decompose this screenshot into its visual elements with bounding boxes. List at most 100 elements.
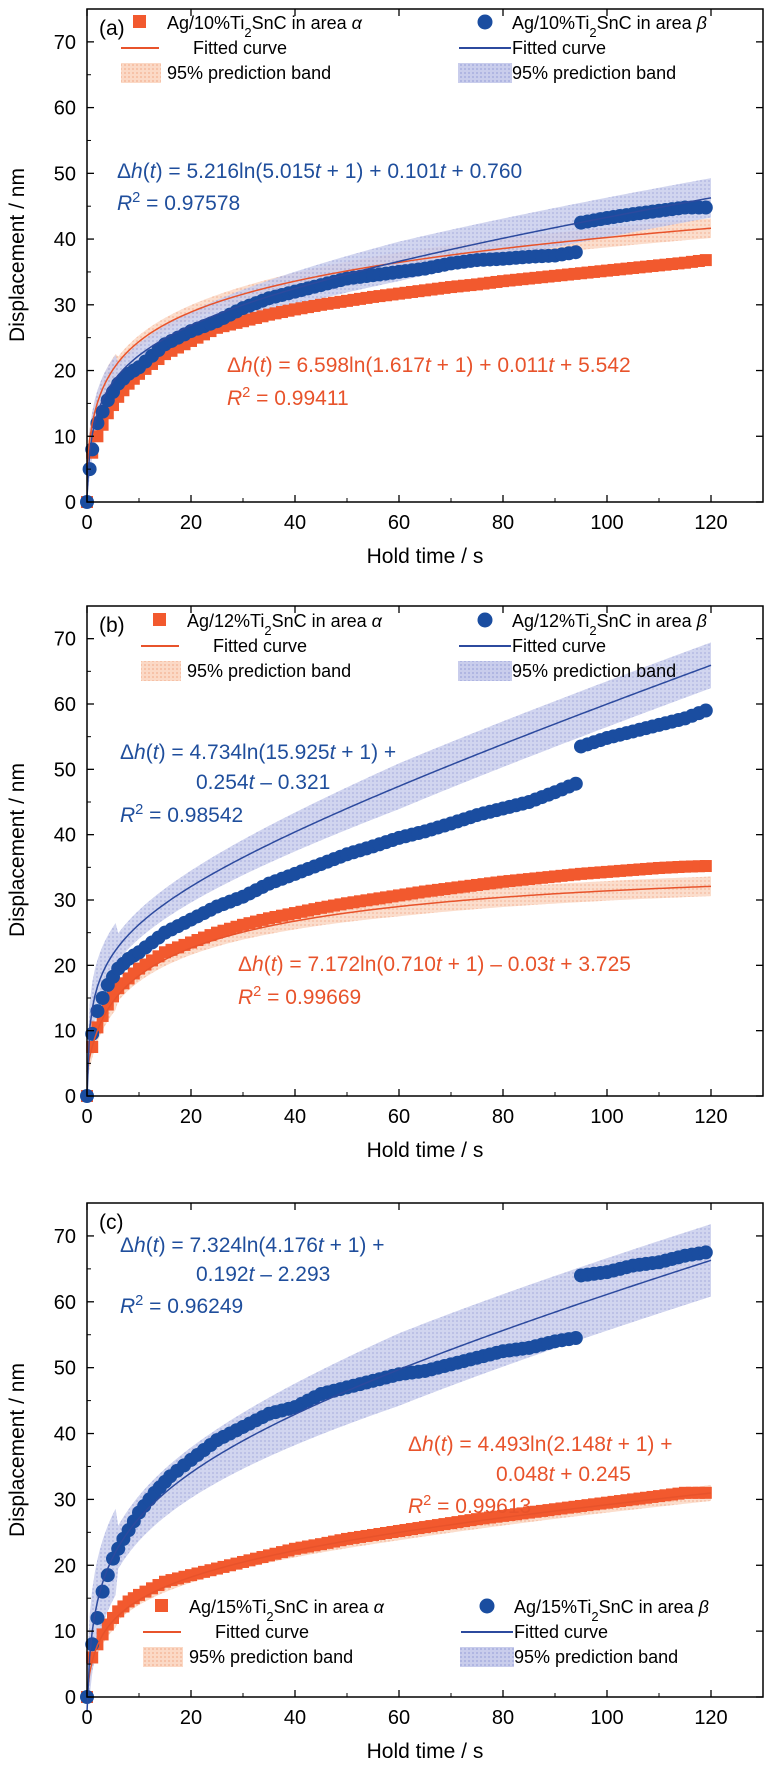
y-tick-label: 20 [54,1555,76,1577]
plot-frame [86,8,764,503]
y-tick-label: 10 [54,1621,76,1643]
beta-marker [90,1004,105,1019]
y-tick-label: 20 [54,361,76,383]
legend-alpha-series-label: Ag/10%Ti2SnC in area α [167,13,363,40]
y-tick-label: 20 [54,955,76,977]
legend-alpha-band-swatch [121,63,161,83]
beta-marker [90,1610,105,1625]
y-tick-label: 40 [54,1424,76,1446]
alpha-fit-equation: Δh(t) = 4.493ln(2.148t + 1) + [408,1433,672,1456]
legend-alpha-fit-label: Fitted curve [215,1622,309,1642]
x-tick-label: 80 [492,512,514,534]
x-tick-label: 100 [590,1707,623,1729]
x-tick-label: 120 [694,512,727,534]
legend-beta-band-label: 95% prediction band [512,63,676,83]
beta-fit-equation: Δh(t) = 7.324ln(4.176t + 1) + [120,1234,384,1257]
y-tick-label: 0 [65,492,76,514]
chart-panel-1: 0 20 40 60 80 100 120 0 10 20 30 40 50 60 70 Hold time … [6,8,764,568]
beta-fit-curve [86,197,712,498]
legend-alpha-series-label: Ag/15%Ti2SnC in area α [189,1597,385,1624]
legend-alpha-band-swatch [141,661,181,681]
chart-panel-2: 0 20 40 60 80 100 120 0 10 20 30 40 50 60 70 Hold time … [6,605,764,1162]
legend-beta-series-label: Ag/12%Ti2SnC in area β [512,611,707,638]
x-axis-title: Hold time / s [367,1139,484,1162]
y-tick-label: 60 [54,1292,76,1314]
x-tick-label: 40 [284,1106,306,1128]
legend-alpha-marker [153,613,166,626]
alpha-r-squared: R2 = 0.99411 [227,385,349,410]
y-axis-title: Displacement / nm [6,168,29,342]
y-tick-label: 0 [65,1687,76,1709]
x-tick-label: 40 [284,512,306,534]
legend-alpha-band-label: 95% prediction band [187,661,351,681]
x-axis-title: Hold time / s [367,1740,484,1763]
x-tick-label: 0 [81,1106,92,1128]
legend-beta-band-label: 95% prediction band [512,661,676,681]
panel-label: (a) [99,17,125,40]
legend-alpha-marker [155,1599,168,1612]
legend-beta-marker [477,612,493,628]
y-tick-label: 70 [54,629,76,651]
fit-equations: Δh(t) = 4.734ln(15.925t + 1) + 0.254t – 0… [120,741,631,1009]
alpha-series [81,1486,712,1703]
beta-marker [698,200,713,215]
beta-fit-equation: Δh(t) = 5.216ln(5.015t + 1) + 0.101t + 0… [117,160,522,183]
fit-equations: Δh(t) = 5.216ln(5.015t + 1) + 0.101t + 0… [117,160,631,410]
alpha-fit-equation: Δh(t) = 6.598ln(1.617t + 1) + 0.011t + 5… [227,354,631,377]
beta-marker [698,1245,713,1260]
x-axis-title: Hold time / s [367,545,484,568]
x-tick-label: 0 [81,512,92,534]
legend-alpha-band-label: 95% prediction band [189,1647,353,1667]
alpha-r-squared: R2 = 0.99669 [238,984,361,1009]
y-tick-label: 10 [54,426,76,448]
beta-fit-curve [86,664,712,1099]
legend-alpha-fit-label: Fitted curve [213,636,307,656]
plot-frame [86,1202,764,1698]
x-tick-label: 80 [492,1707,514,1729]
beta-fit-equation-cont: 0.192t – 2.293 [196,1263,330,1286]
fit-equations: Δh(t) = 7.324ln(4.176t + 1) + 0.192t – 2.… [120,1234,672,1518]
legend-alpha-band-swatch [143,1647,183,1667]
beta-marker [698,703,713,718]
x-tick-label: 80 [492,1106,514,1128]
legend-beta-fit-label: Fitted curve [514,1622,608,1642]
beta-r-squared: R2 = 0.97578 [117,190,240,215]
chart-panel-3: 0 20 40 60 80 100 120 0 10 20 30 40 50 60 70 Hold time … [6,1202,764,1763]
y-tick-label: 50 [54,1358,76,1380]
legend-beta-series-label: Ag/15%Ti2SnC in area β [514,1597,709,1624]
legend-beta-marker [479,1598,495,1614]
x-tick-label: 0 [81,1707,92,1729]
beta-r-squared: R2 = 0.98542 [120,802,243,827]
alpha-marker [699,860,712,873]
alpha-marker [117,384,130,397]
panel-label: (c) [99,1211,124,1234]
beta-r-squared: R2 = 0.96249 [120,1293,243,1318]
y-tick-label: 30 [54,295,76,317]
legend-beta-band-swatch [460,1647,514,1667]
beta-fit-equation: Δh(t) = 4.734ln(15.925t + 1) + [120,741,396,764]
x-tick-label: 120 [694,1707,727,1729]
y-tick-label: 10 [54,1021,76,1043]
legend-alpha-series-label: Ag/12%Ti2SnC in area α [187,611,383,638]
beta-series [80,1245,713,1704]
legend-beta-band-swatch [458,63,512,83]
beta-marker [568,245,583,260]
y-tick-label: 50 [54,163,76,185]
panel-label: (b) [99,614,125,637]
y-tick-label: 70 [54,1226,76,1248]
beta-fit-curve [86,1259,712,1713]
y-tick-label: 70 [54,32,76,54]
beta-marker [568,776,583,791]
legend-beta-series-label: Ag/10%Ti2SnC in area β [512,13,707,40]
legend-alpha-band-label: 95% prediction band [167,63,331,83]
x-tick-label: 60 [388,512,410,534]
alpha-marker [699,254,712,267]
alpha-fit-equation: Δh(t) = 7.172ln(0.710t + 1) – 0.03t + 3.… [238,953,631,976]
alpha-fit-curve [86,227,712,466]
y-tick-label: 60 [54,98,76,120]
beta-marker [95,1584,110,1599]
alpha-marker [91,430,104,443]
beta-marker [568,1331,583,1346]
y-tick-label: 40 [54,825,76,847]
